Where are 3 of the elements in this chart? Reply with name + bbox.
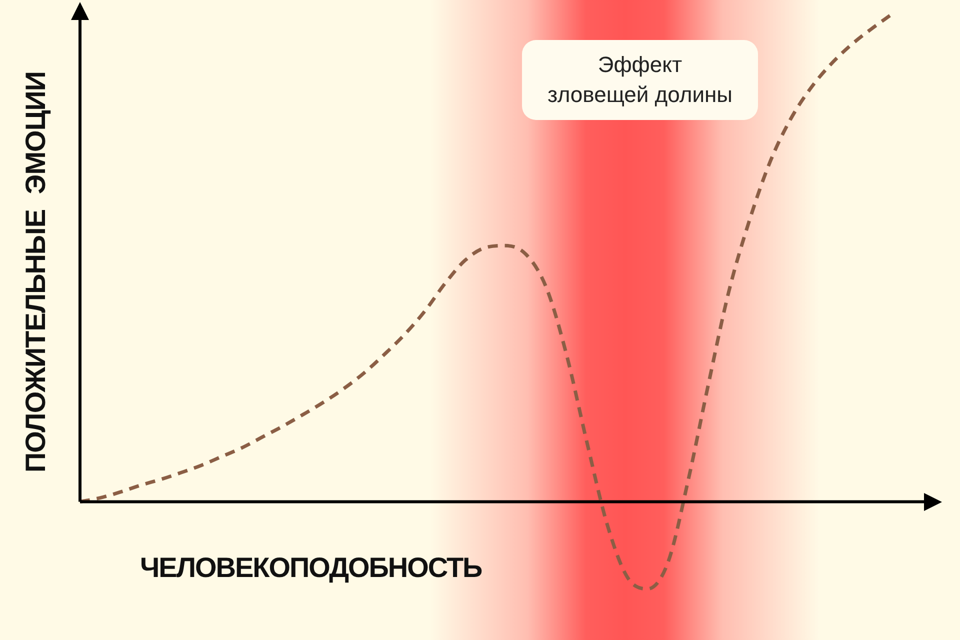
y-axis-title: ПОЛОЖИТЕЛЬНЫЕ ЭМОЦИИ	[20, 71, 52, 473]
note-box: Эффект зловещей долины	[522, 40, 758, 120]
x-axis-title: ЧЕЛОВЕКОПОДОБНОСТЬ	[140, 552, 482, 584]
